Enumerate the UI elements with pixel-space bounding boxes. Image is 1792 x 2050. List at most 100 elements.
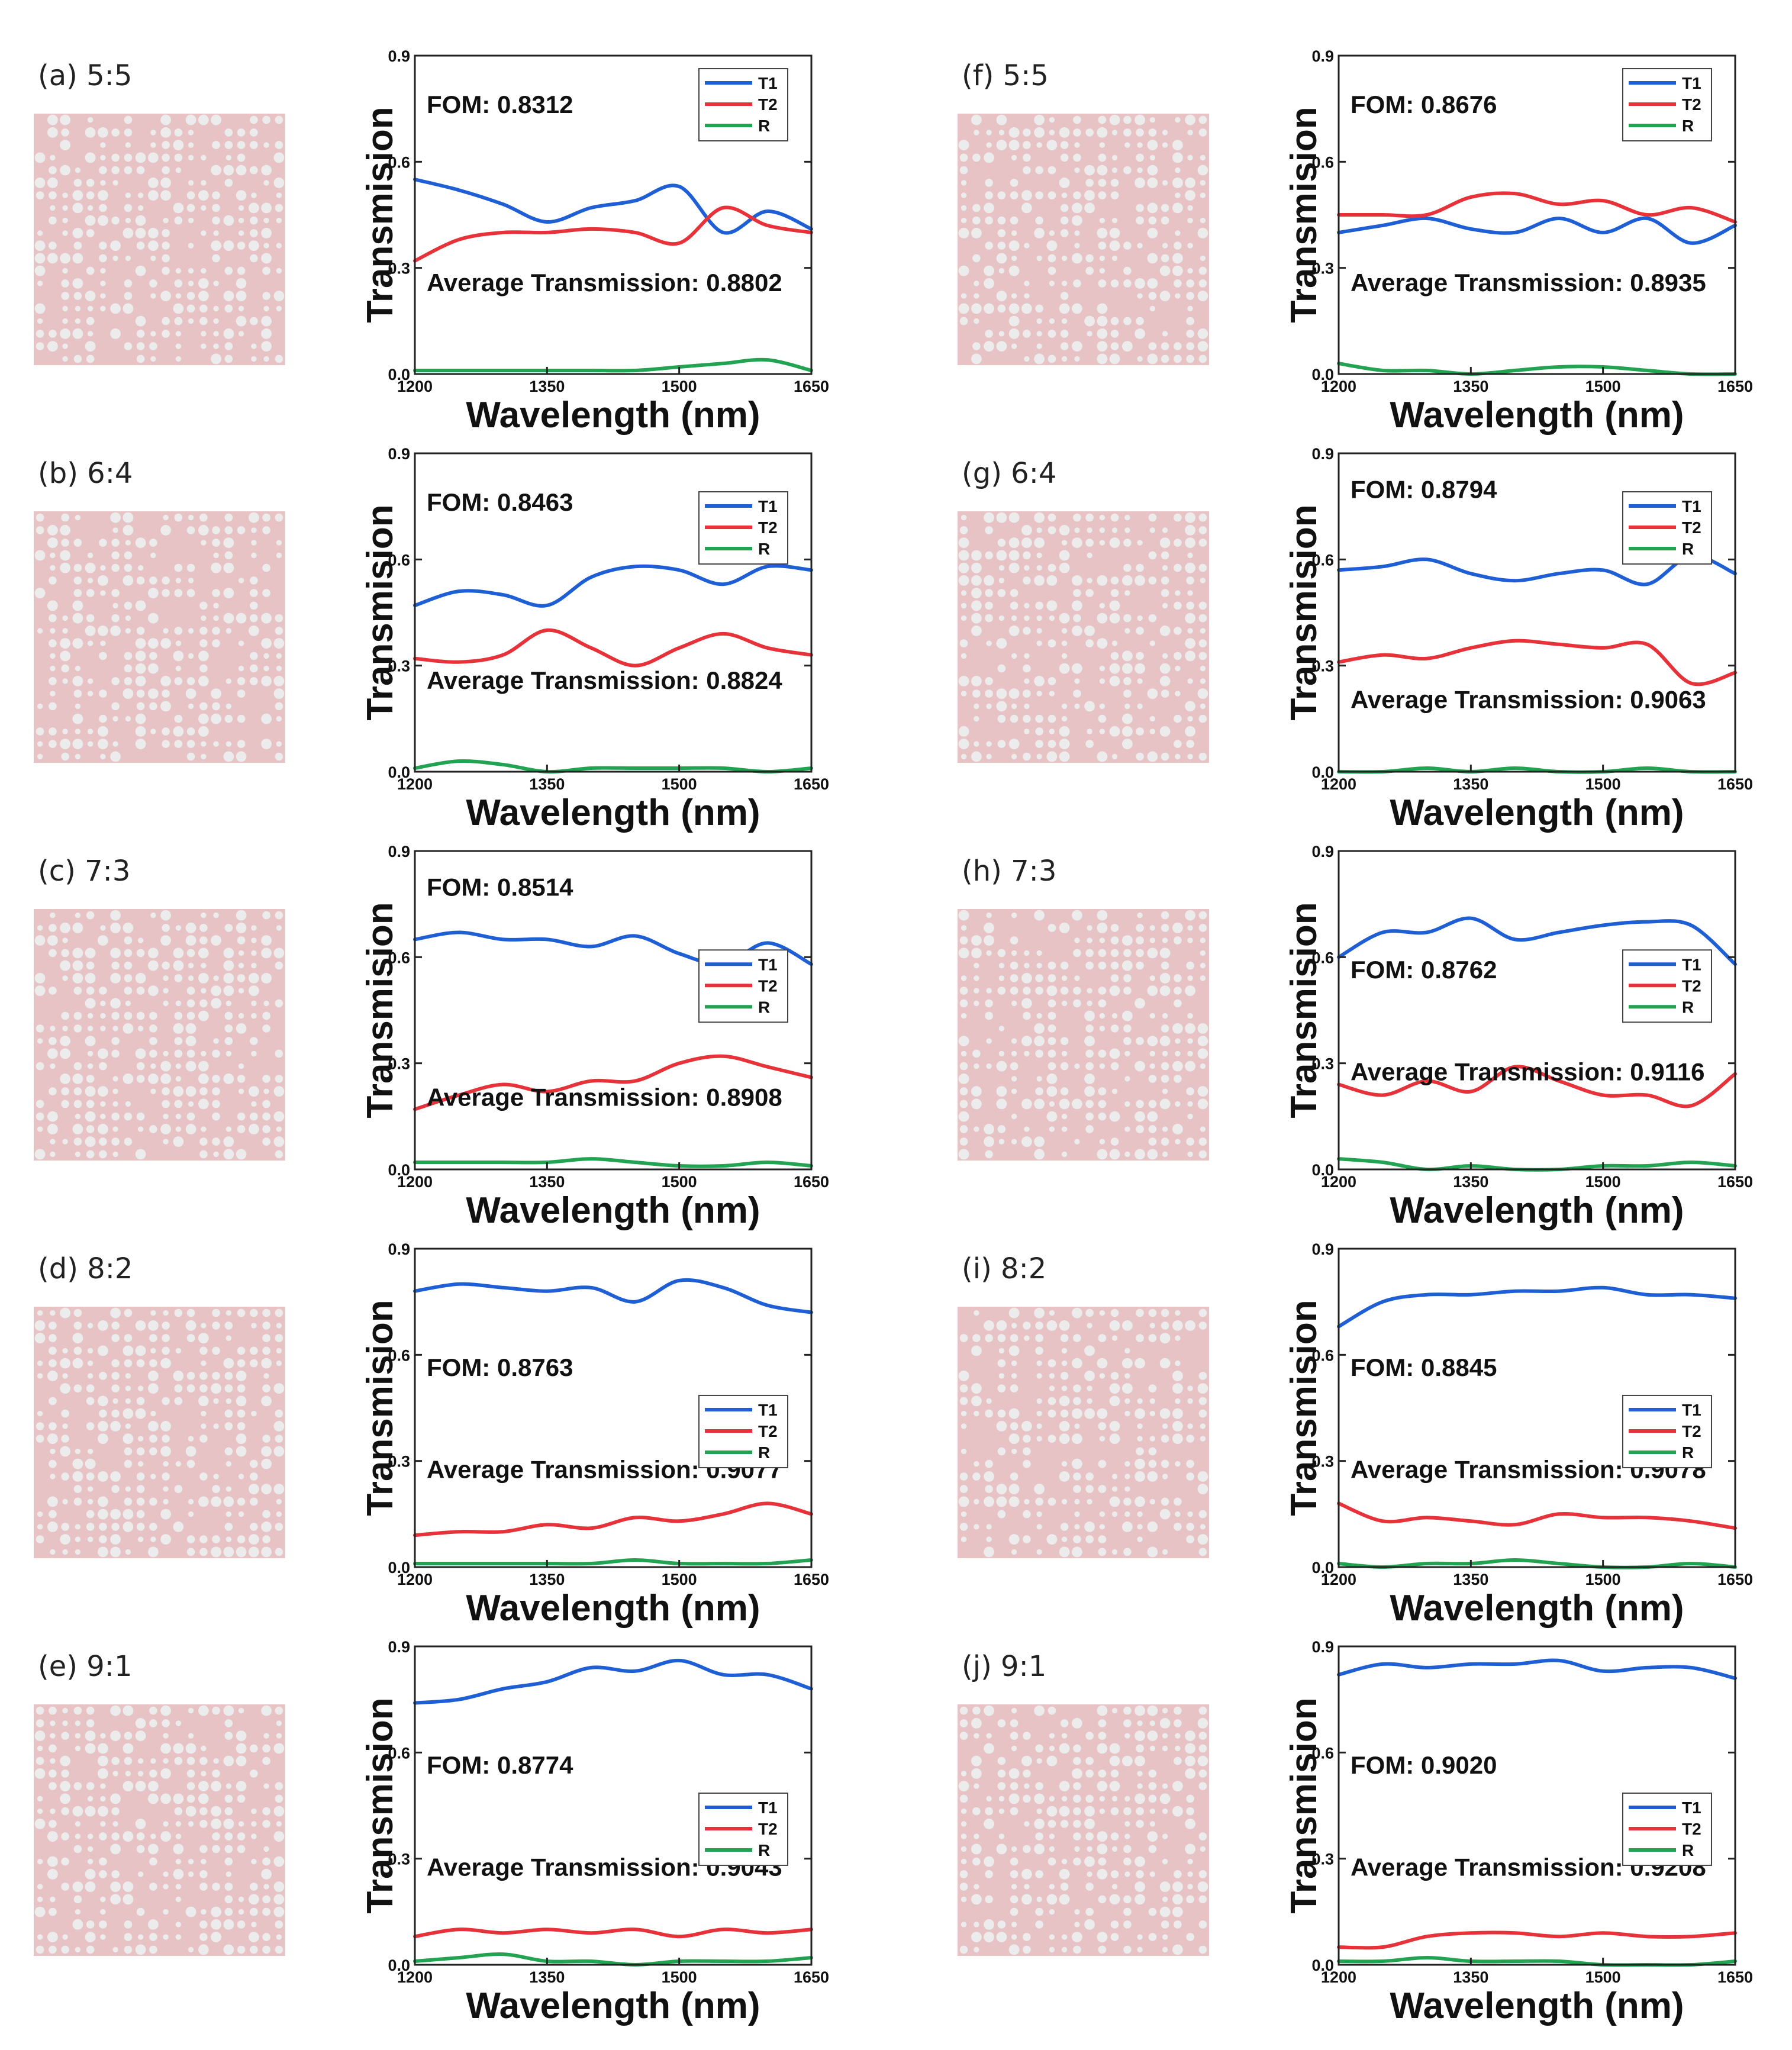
- meta-atom: [1148, 576, 1157, 585]
- meta-atom: [50, 1808, 56, 1814]
- meta-atom: [276, 217, 282, 224]
- meta-atom: [212, 1321, 220, 1330]
- meta-atom: [262, 563, 270, 572]
- meta-atom: [49, 614, 57, 623]
- meta-atom: [162, 1321, 170, 1330]
- meta-atom: [1109, 240, 1120, 251]
- meta-atom: [262, 1308, 270, 1317]
- meta-atom: [238, 305, 244, 312]
- pattern-background: [958, 1307, 1209, 1558]
- meta-atom: [213, 552, 219, 559]
- meta-atom: [188, 1101, 194, 1107]
- meta-atom: [198, 1333, 209, 1344]
- x-tick-label: 1350: [529, 378, 565, 395]
- meta-atom: [1174, 936, 1182, 945]
- meta-atom: [1049, 1796, 1055, 1802]
- meta-atom: [1098, 241, 1107, 250]
- meta-atom: [1048, 266, 1056, 275]
- meta-atom: [959, 1883, 968, 1891]
- meta-atom: [1098, 1769, 1107, 1778]
- meta-atom: [173, 960, 184, 971]
- meta-atom: [1061, 1461, 1068, 1467]
- meta-atom: [111, 1321, 120, 1330]
- meta-atom: [1035, 987, 1043, 995]
- meta-atom: [998, 1026, 1005, 1032]
- meta-atom: [1010, 1719, 1019, 1727]
- panel-label: (g) 6:4: [962, 457, 1056, 490]
- meta-atom: [110, 1894, 121, 1905]
- meta-atom: [225, 628, 232, 634]
- meta-atom: [1149, 1745, 1156, 1752]
- meta-atom: [1084, 1819, 1095, 1829]
- meta-atom: [1137, 1524, 1143, 1530]
- meta-atom: [1110, 652, 1119, 660]
- meta-atom: [959, 1870, 968, 1878]
- meta-atom: [1159, 947, 1171, 959]
- meta-atom: [273, 1136, 285, 1147]
- meta-atom: [1036, 1410, 1042, 1417]
- meta-atom: [111, 1011, 120, 1020]
- meta-atom: [1024, 703, 1030, 710]
- meta-atom: [1061, 1733, 1068, 1739]
- meta-atom: [1123, 1548, 1132, 1556]
- meta-atom: [984, 1471, 994, 1482]
- average-transmission-annotation: Average Transmission: 0.9063: [1351, 685, 1706, 713]
- meta-atom: [49, 1359, 57, 1368]
- meta-atom: [1110, 961, 1119, 970]
- meta-atom: [173, 650, 184, 662]
- meta-atom: [125, 1385, 131, 1391]
- metasurface-pattern: [958, 511, 1209, 763]
- meta-atom: [1046, 1894, 1058, 1905]
- meta-atom: [136, 330, 145, 338]
- meta-atom: [276, 305, 282, 312]
- meta-atom: [237, 1422, 246, 1430]
- meta-atom: [1174, 974, 1182, 982]
- meta-atom: [163, 1934, 169, 1940]
- meta-atom: [1111, 1511, 1118, 1517]
- meta-atom: [186, 1112, 195, 1121]
- meta-atom: [98, 739, 108, 749]
- meta-atom: [1084, 1345, 1095, 1356]
- meta-atom: [185, 1806, 196, 1817]
- meta-atom: [148, 178, 159, 188]
- meta-atom: [1186, 1472, 1194, 1481]
- legend-label-t1: T1: [758, 955, 778, 974]
- meta-atom: [1085, 1535, 1094, 1543]
- meta-atom: [1011, 1922, 1017, 1927]
- meta-atom: [1162, 1549, 1168, 1555]
- meta-atom: [135, 726, 146, 737]
- x-tick-label: 1500: [1585, 1571, 1621, 1588]
- meta-atom: [1111, 255, 1118, 262]
- meta-atom: [1085, 1308, 1094, 1317]
- meta-atom: [1011, 1000, 1017, 1007]
- meta-atom: [1174, 1075, 1182, 1083]
- meta-atom: [273, 152, 285, 163]
- series-line-t2: [1337, 1065, 1737, 1108]
- meta-atom: [199, 924, 208, 932]
- meta-atom: [276, 1821, 282, 1827]
- meta-atom: [1161, 216, 1169, 225]
- average-transmission-annotation: Average Transmission: 0.8802: [427, 269, 782, 296]
- meta-atom: [1049, 1126, 1055, 1132]
- meta-atom: [1023, 1732, 1031, 1740]
- meta-atom: [1046, 1755, 1058, 1767]
- legend-label-r: R: [1682, 998, 1694, 1016]
- meta-atom: [276, 715, 282, 722]
- meta-atom: [1060, 153, 1069, 162]
- x-tick-label: 1500: [662, 1968, 697, 1986]
- meta-atom: [959, 317, 968, 325]
- meta-atom: [1111, 1486, 1118, 1492]
- meta-atom: [1174, 354, 1182, 363]
- meta-atom: [213, 1038, 219, 1044]
- meta-atom: [50, 1720, 56, 1726]
- meta-atom: [984, 152, 994, 163]
- meta-atom: [1099, 527, 1106, 533]
- meta-atom: [87, 552, 94, 559]
- meta-atom: [1035, 740, 1043, 748]
- meta-atom: [996, 341, 1007, 352]
- meta-atom: [250, 128, 258, 137]
- meta-atom: [1034, 1036, 1045, 1046]
- panel-label: (d) 8:2: [38, 1252, 133, 1285]
- meta-atom: [1060, 1037, 1069, 1045]
